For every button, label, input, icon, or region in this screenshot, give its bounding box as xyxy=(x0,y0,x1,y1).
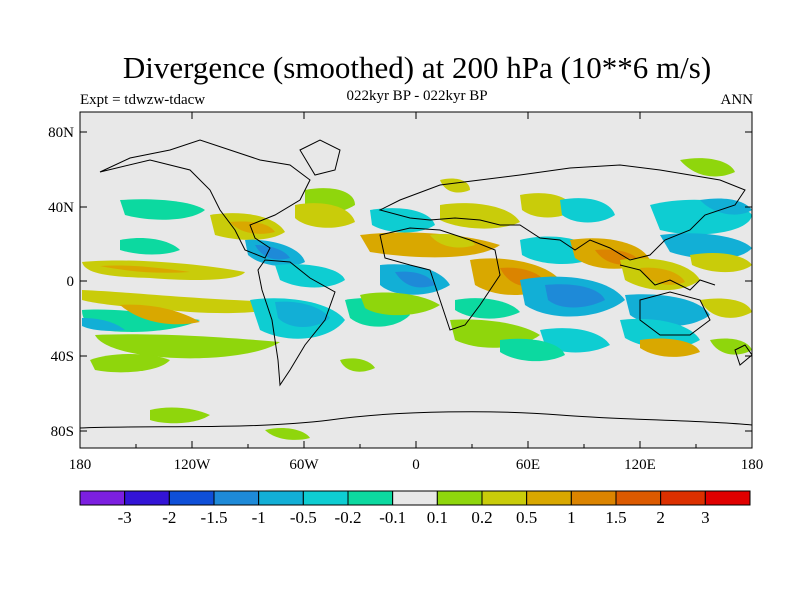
colorbar-label: 2 xyxy=(656,508,665,527)
coastlines xyxy=(80,139,752,429)
experiment-label: Expt = tdwzw-tdacw xyxy=(80,92,206,108)
colorbar-swatch xyxy=(392,490,438,506)
colorbar-swatch xyxy=(213,490,260,506)
period-label: 022kyr BP - 022kyr BP xyxy=(346,88,488,104)
colorbar-label: 1 xyxy=(567,508,576,527)
colorbar-swatch xyxy=(660,490,706,506)
colorbar-label: 0.5 xyxy=(516,508,538,527)
colorbar-swatch xyxy=(526,490,572,506)
lon-label: 180 xyxy=(741,457,764,473)
colorbar-label: 1.5 xyxy=(605,508,627,527)
lat-label: 0 xyxy=(67,274,75,290)
colorbar-swatch xyxy=(704,490,751,506)
lon-label: 180 xyxy=(69,457,92,473)
lat-label: 80N xyxy=(48,125,74,141)
colorbar-label: -1 xyxy=(251,508,266,527)
colorbar xyxy=(79,490,751,506)
lon-label: 60E xyxy=(516,457,540,473)
colorbar-label: -0.2 xyxy=(334,508,362,527)
colorbar-label: 3 xyxy=(701,508,710,527)
colorbar-swatch xyxy=(436,490,483,506)
colorbar-label: -0.5 xyxy=(289,508,317,527)
colorbar-swatch xyxy=(481,490,528,506)
colorbar-label: 0.2 xyxy=(471,508,493,527)
colorbar-swatch xyxy=(168,490,215,506)
lat-label: 40S xyxy=(51,349,74,365)
colorbar-label: -3 xyxy=(117,508,132,527)
lon-label: 120E xyxy=(624,457,656,473)
lon-label: 120W xyxy=(174,457,212,473)
lat-label: 80S xyxy=(51,424,74,440)
colorbar-swatch xyxy=(302,490,349,506)
lat-label: 40N xyxy=(48,200,74,216)
colorbar-label: -1.5 xyxy=(200,508,228,527)
colorbar-swatch xyxy=(615,490,662,506)
colorbar-swatch xyxy=(258,490,304,506)
plot-title: Divergence (smoothed) at 200 hPa (10**6 … xyxy=(122,50,712,85)
colorbar-label: -0.1 xyxy=(379,508,407,527)
colorbar-swatch xyxy=(347,490,394,506)
lon-label: 0 xyxy=(412,457,420,473)
colorbar-label: -2 xyxy=(162,508,177,527)
map-axes: 80N 40N 0 40S 80S 180 120W 60W 0 60E 120E 180 xyxy=(48,112,763,473)
colorbar-swatch xyxy=(570,490,617,506)
colorbar-label: 0.1 xyxy=(426,508,448,527)
season-label: ANN xyxy=(720,92,754,108)
divergence-field xyxy=(82,158,752,440)
colorbar-swatch xyxy=(79,490,126,506)
lon-label: 60W xyxy=(289,457,319,473)
colorbar-swatch xyxy=(124,490,170,506)
